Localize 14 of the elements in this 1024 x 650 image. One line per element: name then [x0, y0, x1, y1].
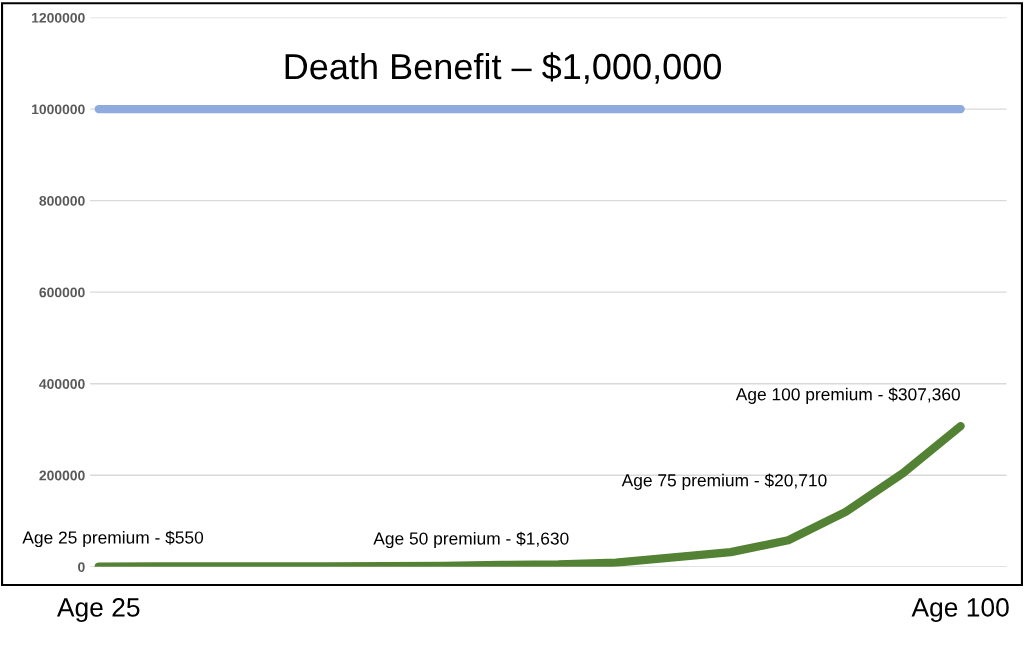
annotation: Age 50 premium - $1,630	[373, 531, 569, 549]
annotation: Age 100 premium - $307,360	[735, 387, 960, 404]
y-tick-label: 400000	[39, 379, 85, 389]
y-tick-label: 1200000	[32, 12, 85, 23]
x-tick-label: Age 25	[56, 598, 140, 622]
annotation: Death Benefit – $1,000,000	[285, 52, 721, 84]
y-tick-label: 600000	[39, 287, 85, 298]
annotation: Age 75 premium - $20,710	[621, 473, 827, 490]
y-tick-label: 800000	[39, 195, 85, 206]
y-tick-label: 200000	[39, 470, 85, 481]
annotation: Age 25 premium - $550	[22, 530, 204, 548]
y-tick-label: 0	[78, 562, 85, 572]
x-tick-label: Age 100	[911, 598, 1009, 622]
y-tick-label: 1000000	[32, 104, 85, 115]
